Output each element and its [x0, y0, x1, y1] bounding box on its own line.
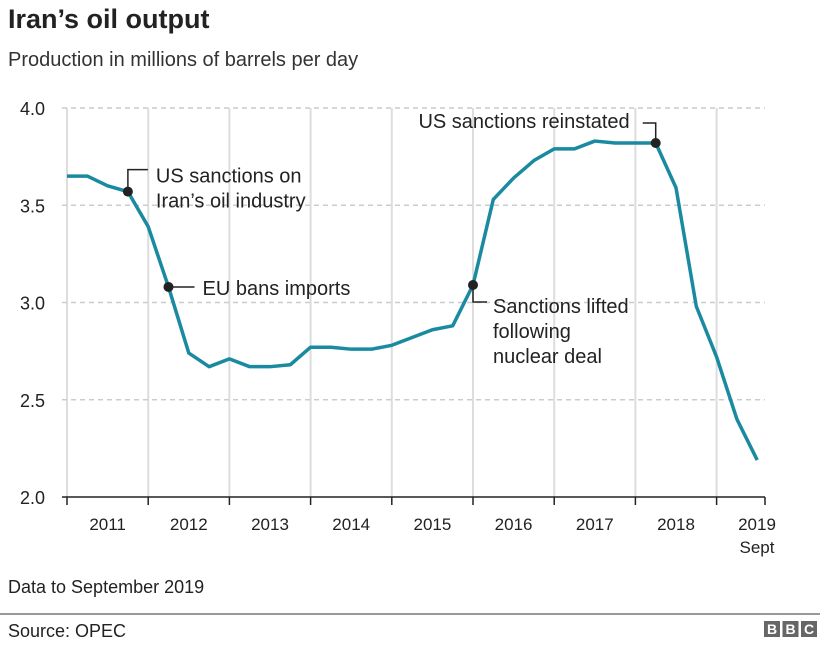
- x-tick-label: 2012: [170, 515, 208, 534]
- annotation-label: nuclear deal: [493, 346, 602, 368]
- annotation-dot: [122, 186, 133, 197]
- x-tick-sublabel: Sept: [740, 538, 775, 557]
- annotation-label: EU bans imports: [203, 278, 351, 300]
- y-tick-label: 3.5: [20, 196, 45, 216]
- x-tick-label: 2017: [576, 515, 614, 534]
- logo-block: [782, 621, 799, 637]
- x-tick-label: 2016: [495, 515, 533, 534]
- x-tick-label: 2011: [89, 515, 126, 534]
- x-tick-label: 2015: [413, 515, 451, 534]
- logo-block: [764, 621, 780, 637]
- annotation-leader: [472, 284, 487, 303]
- annotation-leader: [127, 168, 148, 192]
- annotation-label: Sanctions lifted: [493, 296, 629, 318]
- data-note: Data to September 2019: [8, 577, 204, 597]
- series: [67, 139, 759, 461]
- source-text: Source: OPEC: [8, 621, 126, 641]
- y-tick-label: 2.5: [20, 391, 45, 411]
- x-tick-label: 2014: [332, 515, 370, 534]
- annotation-dot: [468, 279, 478, 290]
- annotation-label: Iran’s oil industry: [156, 191, 306, 213]
- annotation-label: US sanctions reinstated: [418, 111, 629, 133]
- logo-letter: C: [804, 621, 814, 637]
- chart-title: Iran’s oil output: [8, 4, 210, 34]
- x-tick-label: 2018: [657, 515, 695, 534]
- chart-subtitle: Production in millions of barrels per da…: [8, 49, 358, 71]
- axes: 4.0 3.5 3.0 2.5 2.0 2011 2012 2013 2014 2015 2016 2…: [20, 99, 776, 557]
- y-tick-label: 3.0: [20, 294, 45, 314]
- annotation-dot: [163, 281, 174, 292]
- logo-letter: B: [767, 621, 777, 637]
- annotation-dot: [650, 138, 661, 149]
- annotation-label: US sanctions on: [156, 166, 302, 188]
- y-tick-label: 4.0: [20, 99, 45, 119]
- logo-letter: B: [785, 621, 795, 637]
- y-tick-label: 2.0: [20, 488, 45, 508]
- annotation-leader: [642, 122, 657, 144]
- annotation-label: following: [493, 321, 571, 343]
- annotations: US sanctions on Iran’s oil industry EU ban…: [122, 111, 661, 368]
- x-tick-label: 2013: [251, 515, 289, 534]
- logo-block: [801, 621, 817, 637]
- x-tick-label: 2019: [738, 515, 776, 534]
- series-line: [67, 139, 759, 461]
